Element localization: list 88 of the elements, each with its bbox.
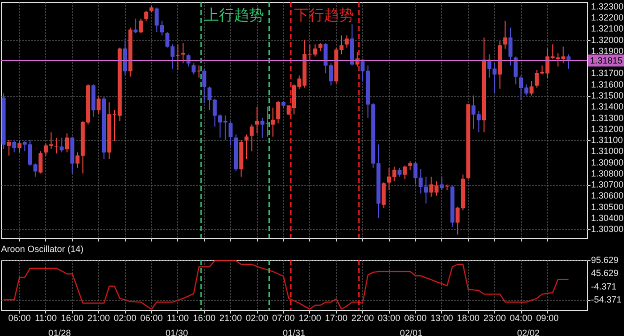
- candlestick: [260, 117, 264, 138]
- candlestick: [12, 140, 16, 153]
- y-tick-label: 1.31700: [591, 68, 624, 78]
- chart-title: Aroon Oscillator (14): [1, 244, 84, 254]
- candlestick: [228, 120, 233, 146]
- candlestick: [202, 68, 206, 104]
- candlestick: [64, 132, 69, 153]
- x-tick-label: 11:00: [34, 313, 57, 323]
- x-tick-label: 04:00: [510, 313, 532, 323]
- y-tick-label: 1.30800: [591, 168, 624, 178]
- candlestick: [176, 44, 180, 70]
- annotation: 上行趋势: [204, 7, 264, 24]
- candlestick: [503, 20, 508, 50]
- y-tick-label: 1.31100: [591, 135, 623, 146]
- candlestick: [134, 18, 138, 34]
- y-tick-label: 1.32100: [591, 24, 624, 34]
- y-tick-label: 1.31400: [591, 102, 624, 112]
- text: 01/30: [166, 328, 188, 336]
- y-tick-label: 1.30600: [591, 190, 624, 201]
- x-tick-label: 21:00: [219, 313, 242, 323]
- y-tick-label: 1.31200: [591, 124, 624, 134]
- candlestick: [514, 56, 518, 85]
- x-tick-label: 16:00: [61, 313, 84, 323]
- candlestick: [276, 100, 280, 124]
- y-tick-label: 1.31600: [591, 79, 624, 90]
- x-tick-label: 03:00: [378, 313, 400, 323]
- y-tick-label: 1.30500: [591, 202, 624, 212]
- y-tick-label: 1.31900: [591, 46, 624, 56]
- text: 02/01: [400, 328, 422, 336]
- x-tick-label: 16:00: [192, 313, 216, 323]
- candlestick: [344, 34, 349, 48]
- candlestick: [250, 124, 254, 152]
- x-tick-label: 23:00: [483, 313, 506, 323]
- candlestick: [192, 62, 196, 75]
- x-tick-label: 09:00: [536, 313, 559, 323]
- ref-line-label: 1.31815: [590, 55, 623, 66]
- x-tick-label: 02:00: [114, 313, 136, 323]
- y-tick-label: 1.32000: [591, 34, 624, 45]
- candlestick: [196, 64, 201, 78]
- x-tick-label: 17:00: [324, 313, 348, 323]
- y-tick-label: 1.32200: [591, 12, 624, 23]
- y-tick-label: 1.31000: [591, 146, 624, 156]
- x-tick-label: 08:00: [404, 313, 427, 323]
- y-tick-label: -4.371: [591, 281, 617, 292]
- y-tick-label: 1.30400: [591, 212, 624, 223]
- candlestick: [244, 134, 248, 160]
- candlestick: [440, 176, 444, 191]
- y-tick-label: 1.32300: [591, 1, 624, 12]
- candlestick: [123, 38, 128, 76]
- y-tick-label: -54.371: [591, 294, 622, 305]
- candlestick: [530, 80, 534, 96]
- candlestick: [270, 107, 275, 138]
- annotation: 下行趋势: [294, 7, 354, 24]
- text: 01/31: [282, 328, 306, 336]
- candlestick: [60, 137, 64, 153]
- text: 01/28: [48, 328, 71, 336]
- x-tick-label: 11:00: [166, 313, 189, 323]
- candlestick: [181, 42, 186, 64]
- x-tick-label: 22:00: [351, 313, 374, 323]
- candlestick: [508, 27, 512, 66]
- candlestick: [144, 10, 148, 22]
- candlestick: [382, 182, 386, 208]
- candlestick: [38, 150, 43, 174]
- x-tick-label: 06:00: [140, 313, 163, 323]
- x-tick-label: 18:00: [456, 313, 480, 323]
- candlestick: [255, 106, 260, 134]
- y-tick-label: 45.629: [591, 268, 619, 278]
- x-tick-label: 07:00: [272, 313, 295, 323]
- candlestick: [6, 140, 11, 156]
- candlestick: [402, 165, 407, 180]
- x-tick-label: 12:00: [298, 313, 322, 323]
- y-tick-label: 1.30700: [591, 180, 624, 190]
- candlestick: [566, 54, 571, 70]
- candlestick: [17, 140, 22, 153]
- y-tick-label: 1.31500: [591, 90, 624, 101]
- y-tick-label: 95.629: [591, 255, 619, 265]
- candlestick: [186, 54, 190, 68]
- candlestick: [138, 18, 143, 34]
- text: 02/02: [517, 328, 540, 336]
- line-series: [3, 260, 570, 310]
- y-tick-label: 1.30300: [591, 224, 624, 234]
- candlestick: [96, 96, 101, 114]
- y-tick-label: 1.30900: [591, 157, 624, 168]
- x-tick-label: 21:00: [87, 313, 110, 323]
- x-tick-label: 02:00: [246, 313, 268, 323]
- x-tick-label: 13:00: [430, 313, 454, 323]
- y-tick-label: 1.31300: [591, 112, 624, 123]
- x-tick-label: 06:00: [8, 313, 31, 323]
